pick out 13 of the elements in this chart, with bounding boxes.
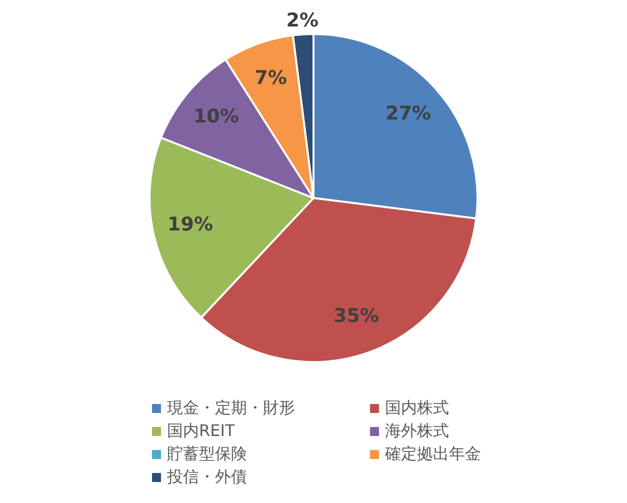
legend-label: 投信・外債 — [167, 467, 247, 488]
legend-label: 国内株式 — [385, 398, 449, 419]
legend-label: 貯蓄型保険 — [167, 444, 247, 465]
data-label: 27% — [385, 102, 431, 124]
legend-label: 海外株式 — [385, 421, 449, 442]
data-label: 19% — [168, 213, 214, 236]
legend-label: 国内REIT — [167, 421, 235, 442]
data-label: 35% — [334, 304, 380, 327]
data-label: 10% — [193, 105, 239, 128]
data-label: 2% — [286, 9, 319, 32]
legend-label: 現金・定期・財形 — [167, 398, 295, 419]
data-label: 7% — [254, 67, 287, 90]
legend-label: 確定拠出年金 — [385, 444, 481, 465]
